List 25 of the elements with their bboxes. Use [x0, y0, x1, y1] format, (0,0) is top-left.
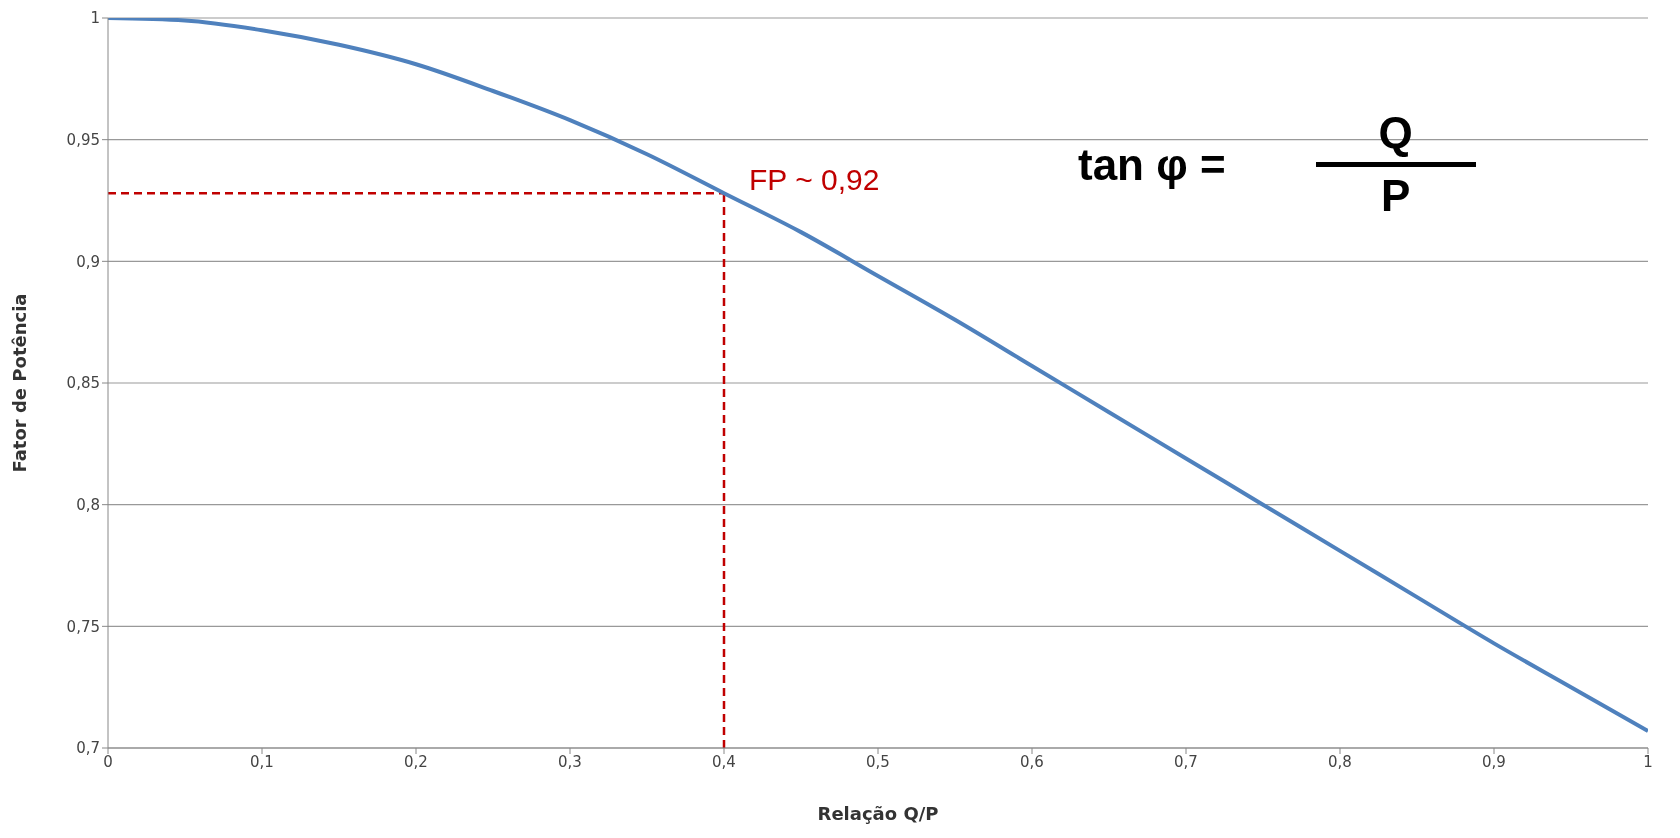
y-tick-label: 0,9	[76, 252, 100, 271]
x-tick-label: 0,3	[558, 752, 582, 771]
y-tick-label: 0,8	[76, 495, 100, 514]
x-tick-label: 0,2	[404, 752, 428, 771]
y-tick-label: 0,95	[66, 130, 100, 149]
x-tick-label: 0,7	[1174, 752, 1198, 771]
x-tick-label: 1	[1643, 752, 1653, 771]
x-tick-label: 0,4	[712, 752, 736, 771]
y-tick-label: 0,85	[66, 374, 100, 393]
annotation: Q	[1378, 108, 1413, 158]
y-tick-label: 0,75	[66, 617, 100, 636]
x-tick-label: 0,9	[1482, 752, 1506, 771]
x-tick-label: 0,6	[1020, 752, 1044, 771]
x-axis-title: Relação Q/P	[817, 803, 939, 824]
x-tick-label: 0,1	[250, 752, 274, 771]
y-tick-label: 0,7	[76, 739, 100, 758]
annotation: P	[1380, 171, 1411, 221]
line-series	[108, 18, 1648, 733]
annotation: FP ~ 0,92	[749, 162, 880, 196]
y-axis-title: Fator de Potência	[9, 293, 31, 473]
x-tick-label: 0	[103, 752, 113, 771]
x-tick-label: 0,5	[866, 752, 890, 771]
annotation: tan φ =	[1078, 139, 1226, 190]
y-tick-label: 1	[90, 9, 100, 28]
x-tick-label: 0,8	[1328, 752, 1352, 771]
